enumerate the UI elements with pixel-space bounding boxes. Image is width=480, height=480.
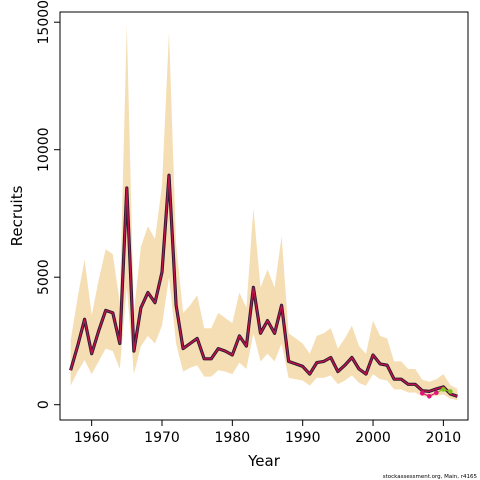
y-axis-title: Recruits xyxy=(8,185,26,246)
plot-frame xyxy=(59,11,469,421)
tail-point xyxy=(419,390,425,396)
tail-point xyxy=(427,393,432,399)
tail-point xyxy=(448,389,453,394)
series-line-layer xyxy=(69,173,458,398)
x-tick-label: 1970 xyxy=(144,430,180,446)
y-tick-label: 15000 xyxy=(36,0,52,44)
y-tick-label: 0 xyxy=(36,400,52,409)
tail-point xyxy=(441,387,446,392)
x-tick-label: 2010 xyxy=(426,430,462,446)
credit-text: stockassessment.org, Main, r4165 xyxy=(383,474,478,480)
y-tick-label: 10000 xyxy=(36,127,52,172)
confidence-band xyxy=(70,24,458,401)
x-tick-label: 1980 xyxy=(215,430,251,446)
x-tick-label: 1960 xyxy=(74,430,110,446)
x-tick-label: 1990 xyxy=(285,430,321,446)
tail-points-layer xyxy=(419,387,453,399)
x-axis: 1960 1970 1980 1990 2000 2010 xyxy=(74,420,461,446)
x-tick-label: 2000 xyxy=(355,430,391,446)
tail-point xyxy=(434,390,439,396)
y-tick-label: 5000 xyxy=(36,259,52,295)
x-axis-title: Year xyxy=(247,452,281,470)
series-line-red xyxy=(69,174,458,397)
y-axis: 0 5000 10000 15000 xyxy=(36,0,60,409)
confidence-band-layer xyxy=(70,24,458,401)
